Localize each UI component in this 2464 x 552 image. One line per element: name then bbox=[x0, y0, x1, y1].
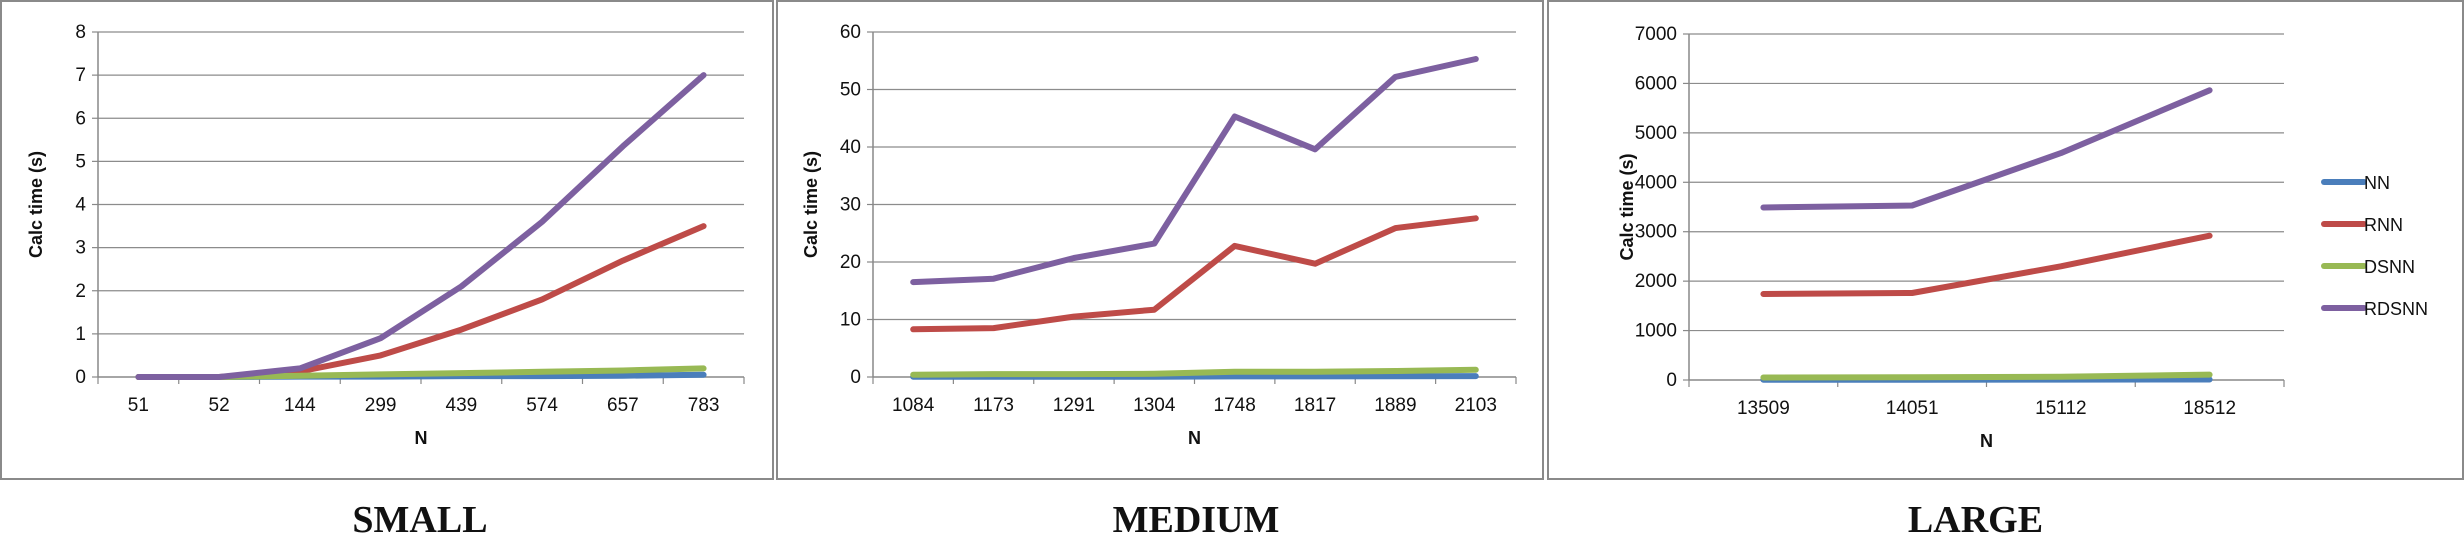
chart-panel-small: 0 1 2 3 4 5 6 7 8 51 52 144 299 439 574 657 783 N Calc tim… bbox=[0, 0, 774, 480]
y-tick-label: 4 bbox=[75, 195, 86, 216]
x-tick-label: 1291 bbox=[1053, 395, 1095, 416]
series-line-dsnn bbox=[910, 366, 1479, 378]
y-tick-label: 5000 bbox=[1635, 123, 1677, 144]
x-tick-label: 1173 bbox=[973, 395, 1014, 416]
legend-label-rnn: RNN bbox=[2364, 215, 2403, 235]
legend-label-nn: NN bbox=[2364, 173, 2390, 193]
x-tick-label: 574 bbox=[526, 395, 558, 416]
y-tick-label: 0 bbox=[75, 367, 86, 388]
y-tick-label: 1 bbox=[75, 324, 86, 345]
series-line-rdsnn bbox=[1760, 87, 2213, 211]
y-tick-label: 2 bbox=[75, 281, 86, 302]
x-tick-label: 52 bbox=[209, 395, 230, 416]
y-tick-label: 5 bbox=[75, 151, 86, 172]
x-tick-label: 299 bbox=[365, 395, 397, 416]
y-tick-label: 3000 bbox=[1635, 222, 1677, 243]
y-tick-label: 40 bbox=[840, 137, 861, 158]
legend-label-dsnn: DSNN bbox=[2364, 257, 2415, 277]
y-tick-label: 20 bbox=[840, 252, 861, 273]
chart-panel-medium: 0 10 20 30 40 50 60 1084 1173 1291 1304 1748 1817 188… bbox=[776, 0, 1544, 480]
y-axis-label: Calc time (s) bbox=[26, 151, 46, 258]
x-tick-label: 1889 bbox=[1374, 395, 1416, 416]
series-line-dsnn bbox=[1760, 371, 2213, 381]
chart-panel-large: 0 1000 2000 3000 4000 5000 6000 7000 13509 14051 1… bbox=[1547, 0, 2464, 480]
chart-large: 0 1000 2000 3000 4000 5000 6000 7000 13509 14051 1… bbox=[1617, 24, 2428, 451]
y-tick-label: 7 bbox=[75, 65, 86, 86]
y-tick-label: 6000 bbox=[1635, 73, 1677, 94]
y-axis-label: Calc time (s) bbox=[1617, 153, 1637, 260]
y-tick-label: 7000 bbox=[1635, 24, 1677, 45]
caption-large: LARGE bbox=[1907, 499, 2044, 541]
chart-small: 0 1 2 3 4 5 6 7 8 51 52 144 299 439 574 657 783 N Calc tim… bbox=[26, 22, 745, 448]
y-tick-label: 60 bbox=[840, 22, 861, 43]
chart-medium: 0 10 20 30 40 50 60 1084 1173 1291 1304 1748 1817 188… bbox=[801, 22, 1517, 448]
x-tick-label: 1084 bbox=[892, 395, 935, 416]
y-tick-label: 50 bbox=[840, 80, 861, 101]
x-tick-label: 18512 bbox=[2183, 398, 2236, 419]
x-axis-label: N bbox=[1188, 428, 1201, 448]
series-line-rdsnn bbox=[910, 56, 1479, 286]
series-line-rnn bbox=[1760, 232, 2213, 297]
x-axis-label: N bbox=[1980, 431, 1993, 451]
x-tick-label: 657 bbox=[607, 395, 639, 416]
x-tick-label: 783 bbox=[688, 395, 720, 416]
x-tick-label: 51 bbox=[128, 395, 149, 416]
series-line-rdsnn bbox=[135, 72, 707, 380]
y-tick-label: 4000 bbox=[1635, 172, 1677, 193]
y-tick-label: 1000 bbox=[1635, 321, 1677, 342]
series-line-rnn bbox=[135, 223, 707, 380]
caption-small: SMALL bbox=[352, 499, 488, 541]
x-axis-label: N bbox=[415, 428, 428, 448]
x-tick-label: 13509 bbox=[1737, 398, 1790, 419]
caption-medium: MEDIUM bbox=[1112, 499, 1280, 541]
y-axis-label: Calc time (s) bbox=[801, 151, 821, 258]
y-tick-label: 0 bbox=[1666, 370, 1677, 391]
y-tick-label: 2000 bbox=[1635, 271, 1677, 292]
y-tick-label: 10 bbox=[840, 310, 861, 331]
y-tick-label: 6 bbox=[75, 108, 86, 129]
y-tick-label: 8 bbox=[75, 22, 86, 43]
x-tick-label: 15112 bbox=[2035, 398, 2086, 419]
x-tick-label: 1304 bbox=[1133, 395, 1176, 416]
legend-label-rdsnn: RDSNN bbox=[2364, 299, 2428, 319]
x-tick-label: 1748 bbox=[1214, 395, 1256, 416]
series-line-rnn bbox=[910, 215, 1479, 333]
x-tick-label: 2103 bbox=[1455, 395, 1497, 416]
x-tick-label: 1817 bbox=[1294, 395, 1336, 416]
y-tick-label: 30 bbox=[840, 195, 861, 216]
y-tick-label: 0 bbox=[850, 367, 861, 388]
x-tick-label: 14051 bbox=[1886, 398, 1939, 419]
y-tick-label: 3 bbox=[75, 238, 86, 259]
x-tick-label: 439 bbox=[446, 395, 478, 416]
x-tick-label: 144 bbox=[284, 395, 316, 416]
